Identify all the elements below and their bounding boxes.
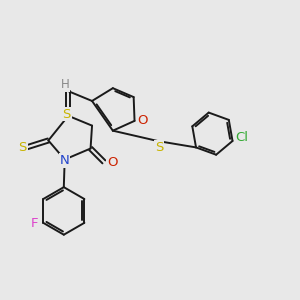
Text: O: O: [138, 114, 148, 127]
Text: N: N: [60, 154, 70, 167]
Text: S: S: [19, 140, 27, 154]
Text: Cl: Cl: [236, 131, 248, 145]
Text: S: S: [155, 141, 163, 154]
Text: S: S: [63, 108, 71, 121]
Text: O: O: [107, 156, 118, 169]
Text: F: F: [31, 217, 39, 230]
Text: H: H: [61, 78, 70, 91]
